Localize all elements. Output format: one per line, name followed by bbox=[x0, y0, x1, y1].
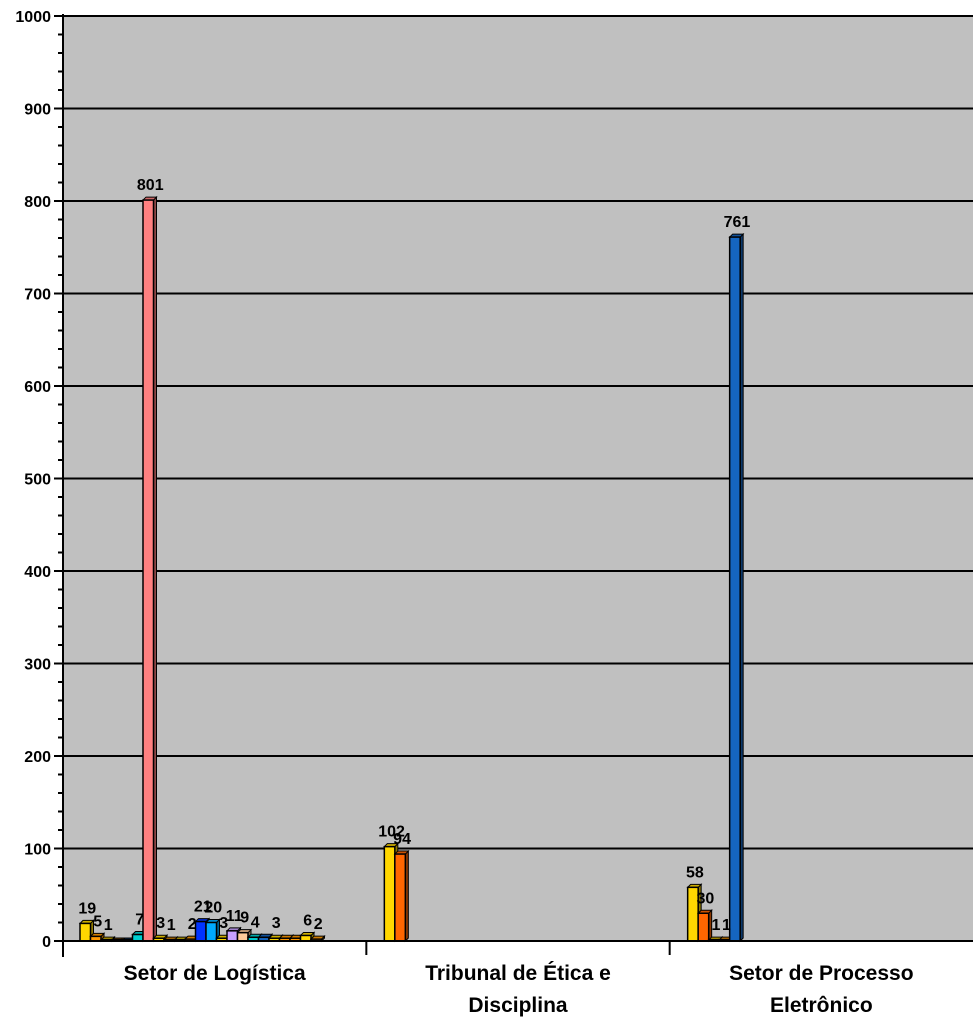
y-tick-label: 800 bbox=[24, 194, 51, 211]
bar bbox=[194, 920, 207, 942]
data-label: 94 bbox=[393, 831, 411, 848]
y-tick-label: 0 bbox=[42, 934, 51, 951]
bar bbox=[236, 931, 249, 942]
data-label: 9 bbox=[240, 910, 249, 927]
data-label: 801 bbox=[137, 177, 164, 194]
bar bbox=[205, 921, 218, 942]
data-label: 3 bbox=[272, 915, 281, 932]
data-label: 102 bbox=[378, 824, 405, 841]
gridlines bbox=[63, 15, 973, 850]
y-tick-label: 300 bbox=[24, 657, 51, 674]
x-category-label: Setor de Logística bbox=[124, 962, 306, 985]
data-label: 1 bbox=[167, 917, 176, 934]
data-label: 4 bbox=[251, 914, 260, 931]
data-label: 2 bbox=[188, 916, 197, 933]
y-tick-label: 700 bbox=[24, 287, 51, 304]
bar bbox=[383, 845, 396, 942]
data-label: 5 bbox=[93, 913, 102, 930]
data-label: 58 bbox=[686, 864, 704, 881]
x-category-label: Disciplina bbox=[468, 994, 568, 1017]
axes bbox=[54, 14, 973, 957]
data-label: 3 bbox=[219, 915, 228, 932]
y-tick-label: 100 bbox=[24, 842, 51, 859]
data-label: 6 bbox=[303, 912, 312, 929]
data-label: 1 bbox=[722, 917, 731, 934]
data-label: 1 bbox=[711, 917, 720, 934]
bar bbox=[394, 853, 407, 942]
y-tick-labels: 0 100 200 300 400 500 600 700 800 900 1000 bbox=[15, 9, 51, 951]
data-label: 3 bbox=[156, 915, 165, 932]
bar bbox=[226, 930, 239, 942]
x-category-labels: Setor de Logística Tribunal de Ética e Dis… bbox=[124, 962, 914, 1017]
y-tick-label: 200 bbox=[24, 749, 51, 766]
data-label: 30 bbox=[697, 890, 715, 907]
data-label: 19 bbox=[78, 900, 96, 917]
data-label: 7 bbox=[135, 912, 144, 929]
data-label: 761 bbox=[724, 214, 751, 231]
bar bbox=[142, 199, 155, 942]
data-label: 11 bbox=[226, 908, 243, 925]
data-label: 20 bbox=[204, 900, 222, 917]
y-tick-label: 1000 bbox=[15, 9, 51, 26]
y-tick-label: 600 bbox=[24, 379, 51, 396]
data-label: 2 bbox=[314, 916, 323, 933]
x-category-label: Tribunal de Ética e bbox=[425, 962, 611, 985]
x-category-label: Eletrônico bbox=[770, 994, 873, 1017]
y-tick-label: 500 bbox=[24, 472, 51, 489]
data-label: 1 bbox=[104, 917, 113, 934]
bar bbox=[79, 922, 92, 942]
bar bbox=[697, 912, 710, 942]
x-category-label: Setor de Processo bbox=[729, 962, 913, 985]
y-tick-label: 900 bbox=[24, 102, 51, 119]
bar bbox=[728, 236, 741, 942]
y-tick-label: 400 bbox=[24, 564, 51, 581]
data-label: 21 bbox=[194, 899, 212, 916]
